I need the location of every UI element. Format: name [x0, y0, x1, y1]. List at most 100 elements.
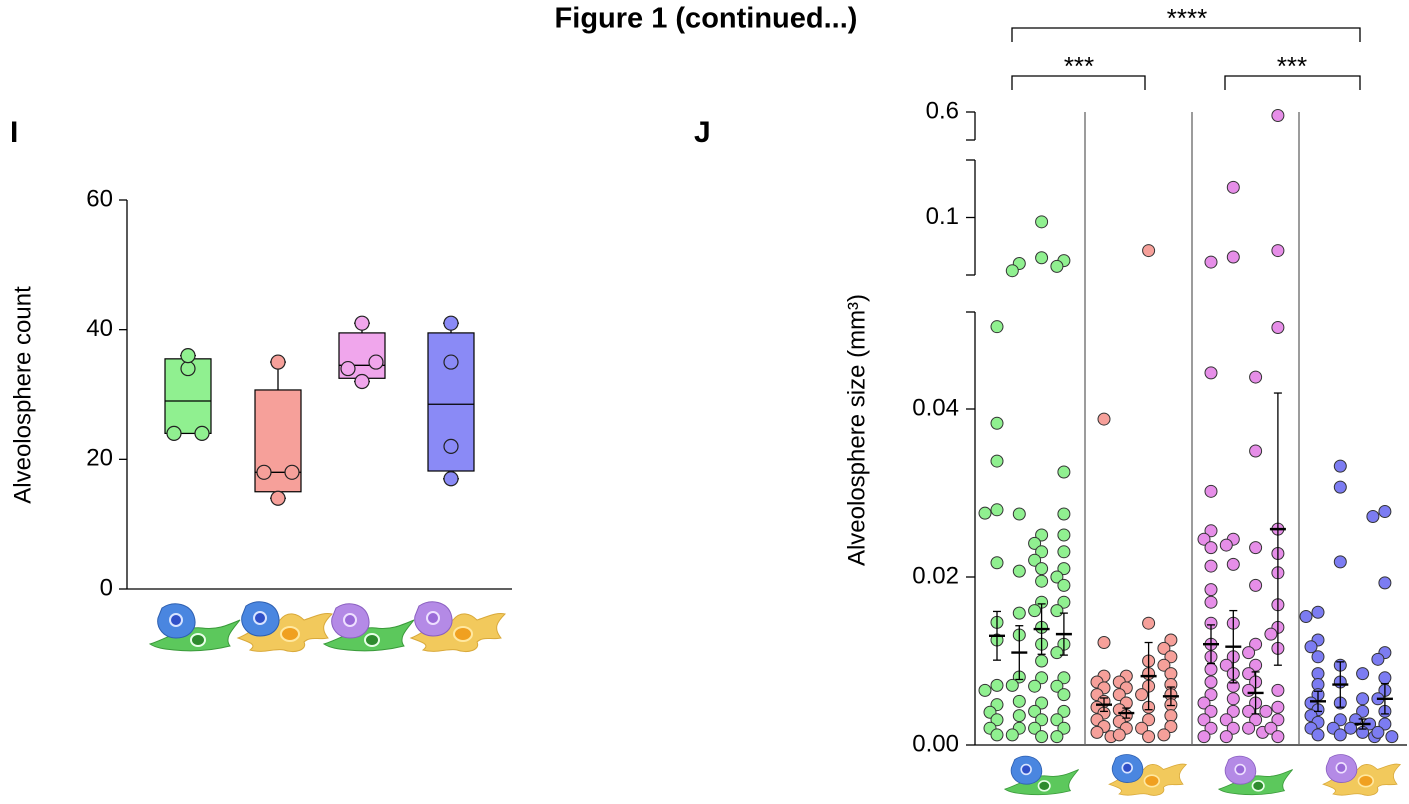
significance-label: ***	[1277, 51, 1307, 81]
data-point	[1226, 557, 1240, 571]
data-point	[1028, 679, 1042, 693]
data-point	[1304, 640, 1318, 654]
data-point	[1333, 459, 1347, 473]
data-point	[1204, 541, 1218, 555]
data-point	[1271, 109, 1285, 122]
y-tick-label: 0.04	[912, 394, 959, 421]
data-point	[1035, 696, 1049, 710]
data-point	[1057, 465, 1071, 479]
data-point	[1112, 688, 1126, 702]
data-point	[1035, 574, 1049, 588]
data-point	[990, 728, 1004, 742]
data-point	[1142, 730, 1156, 744]
data-point	[1242, 667, 1256, 681]
data-point	[1378, 576, 1392, 590]
data-point	[1157, 728, 1171, 742]
y-tick-label: 0	[100, 574, 113, 601]
data-point	[1028, 721, 1042, 735]
data-point	[1333, 480, 1347, 494]
data-point	[354, 373, 370, 390]
data-point	[270, 490, 286, 506]
data-point	[1057, 595, 1071, 609]
data-point	[1057, 507, 1071, 521]
y-tick-label: 0.1	[926, 203, 959, 230]
data-point	[443, 354, 459, 370]
data-point	[1311, 650, 1325, 664]
data-point	[1271, 683, 1285, 697]
data-point	[1371, 725, 1385, 739]
data-point	[284, 464, 300, 480]
data-point	[1050, 679, 1064, 693]
data-point	[1050, 713, 1064, 727]
data-point	[1385, 730, 1399, 744]
data-point	[1135, 721, 1149, 735]
data-point	[1050, 646, 1064, 660]
significance-bracket	[1011, 75, 1146, 90]
data-point	[1197, 532, 1211, 546]
data-point	[1050, 570, 1064, 584]
data-point	[1142, 616, 1156, 630]
data-point	[443, 315, 459, 331]
data-point	[1164, 720, 1178, 734]
data-point	[1012, 564, 1026, 578]
data-point	[990, 556, 1004, 570]
data-point	[1356, 667, 1370, 681]
data-point	[1012, 606, 1026, 620]
data-point	[1204, 662, 1218, 676]
data-point	[990, 454, 1004, 468]
data-point	[1035, 215, 1049, 229]
data-point	[1057, 671, 1071, 685]
data-point	[1035, 528, 1049, 542]
data-point	[1035, 654, 1049, 668]
significance-label: ***	[1064, 51, 1094, 81]
data-point	[1005, 678, 1019, 692]
data-point	[1271, 730, 1285, 744]
data-point	[1035, 713, 1049, 727]
data-point	[1356, 704, 1370, 718]
data-point	[1204, 704, 1218, 718]
data-point	[1371, 652, 1385, 666]
data-point	[1197, 696, 1211, 710]
data-point	[1204, 524, 1218, 538]
data-point	[1035, 730, 1049, 744]
data-point	[990, 416, 1004, 430]
data-point	[1259, 704, 1273, 718]
data-point	[978, 683, 992, 697]
data-point	[1005, 728, 1019, 742]
y-axis-label: Alveolosphere count	[9, 286, 36, 504]
data-point	[990, 678, 1004, 692]
data-point	[1057, 545, 1071, 559]
data-point	[1204, 583, 1218, 597]
data-point	[1012, 709, 1026, 723]
data-point	[1028, 604, 1042, 618]
y-tick-label: 40	[86, 315, 113, 342]
significance-bracket	[1224, 75, 1361, 90]
y-axis-label: Alveolosphere size (mm³)	[843, 294, 870, 566]
data-point	[1242, 683, 1256, 697]
data-point	[1356, 692, 1370, 706]
data-point	[1204, 688, 1218, 702]
data-point	[1378, 504, 1392, 518]
data-point	[1035, 562, 1049, 576]
data-point	[1204, 484, 1218, 498]
data-point	[1050, 730, 1064, 744]
data-point	[1057, 528, 1071, 542]
data-point	[1333, 713, 1347, 727]
data-point	[1242, 721, 1256, 735]
data-point	[1057, 562, 1071, 576]
data-point	[1242, 646, 1256, 660]
data-point	[1057, 721, 1071, 735]
data-point	[1226, 721, 1240, 735]
data-point	[1012, 507, 1026, 521]
data-point	[1028, 704, 1042, 718]
data-point	[354, 315, 370, 331]
data-point	[990, 320, 1004, 334]
cell-icons	[1005, 755, 1400, 796]
data-point	[1311, 605, 1325, 619]
data-point	[1226, 180, 1240, 194]
data-point	[1035, 545, 1049, 559]
data-point	[1271, 700, 1285, 714]
data-point	[1249, 658, 1263, 672]
data-point	[180, 360, 196, 377]
